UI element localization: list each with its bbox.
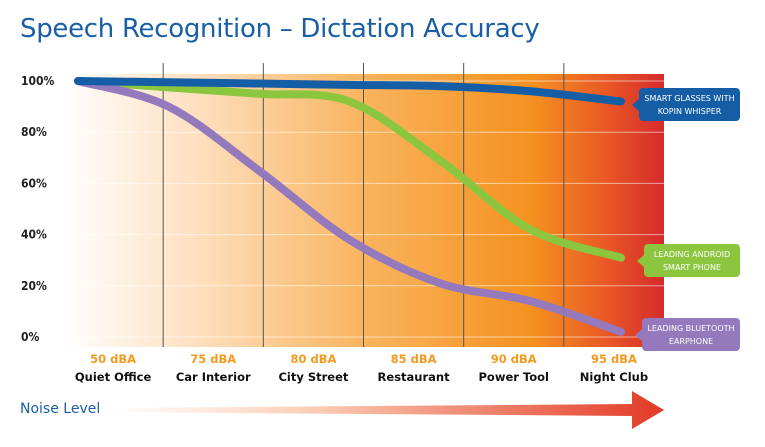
x-tick-category-label: Quiet Office bbox=[75, 370, 152, 384]
callout-line: LEADING ANDROID bbox=[653, 249, 731, 259]
x-tick-category-label: Power Tool bbox=[479, 370, 550, 384]
x-tick-category-label: City Street bbox=[278, 370, 348, 384]
x-tick-db-label: 80 dBA bbox=[290, 352, 336, 366]
y-tick-label: 20% bbox=[21, 279, 47, 293]
y-axis-labels: 0% 20% 40% 60% 80% 100% bbox=[21, 74, 55, 344]
callout-line: SMART GLASSES WITH bbox=[644, 93, 735, 103]
callout-smart-glasses: SMART GLASSES WITH KOPIN WHISPER bbox=[632, 88, 740, 121]
series-line bbox=[74, 77, 625, 262]
x-axis-labels: 50 dBA Quiet Office 75 dBA Car Interior 80 d… bbox=[75, 352, 648, 384]
series-line bbox=[74, 77, 625, 106]
callout-android-phone: LEADING ANDROID SMART PHONE bbox=[637, 244, 740, 277]
x-tick-db-label: 90 dBA bbox=[491, 352, 537, 366]
noise-level-arrow bbox=[110, 391, 664, 429]
y-tick-label: 100% bbox=[21, 74, 55, 88]
x-tick-db-label: 50 dBA bbox=[90, 352, 136, 366]
series-line bbox=[74, 77, 625, 336]
y-tick-label: 60% bbox=[21, 176, 47, 190]
series-layer bbox=[74, 77, 625, 336]
y-tick-label: 40% bbox=[21, 228, 47, 242]
y-tick-label: 0% bbox=[21, 330, 40, 344]
x-tick-category-label: Night Club bbox=[580, 370, 648, 384]
x-tick-db-label: 95 dBA bbox=[591, 352, 637, 366]
chart-title: Speech Recognition – Dictation Accuracy bbox=[20, 14, 540, 44]
callout-line: LEADING BLUETOOTH bbox=[647, 323, 735, 333]
x-tick-db-label: 75 dBA bbox=[190, 352, 236, 366]
callout-bluetooth-earphone: LEADING BLUETOOTH EARPHONE bbox=[635, 318, 740, 351]
callout-line: KOPIN WHISPER bbox=[657, 106, 722, 116]
x-tick-db-label: 85 dBA bbox=[391, 352, 437, 366]
x-tick-category-label: Car Interior bbox=[176, 370, 251, 384]
callout-line: SMART PHONE bbox=[662, 262, 722, 272]
noise-level-label: Noise Level bbox=[20, 401, 101, 417]
y-tick-label: 80% bbox=[21, 125, 47, 139]
callout-line: EARPHONE bbox=[668, 336, 714, 346]
x-tick-category-label: Restaurant bbox=[378, 370, 451, 384]
